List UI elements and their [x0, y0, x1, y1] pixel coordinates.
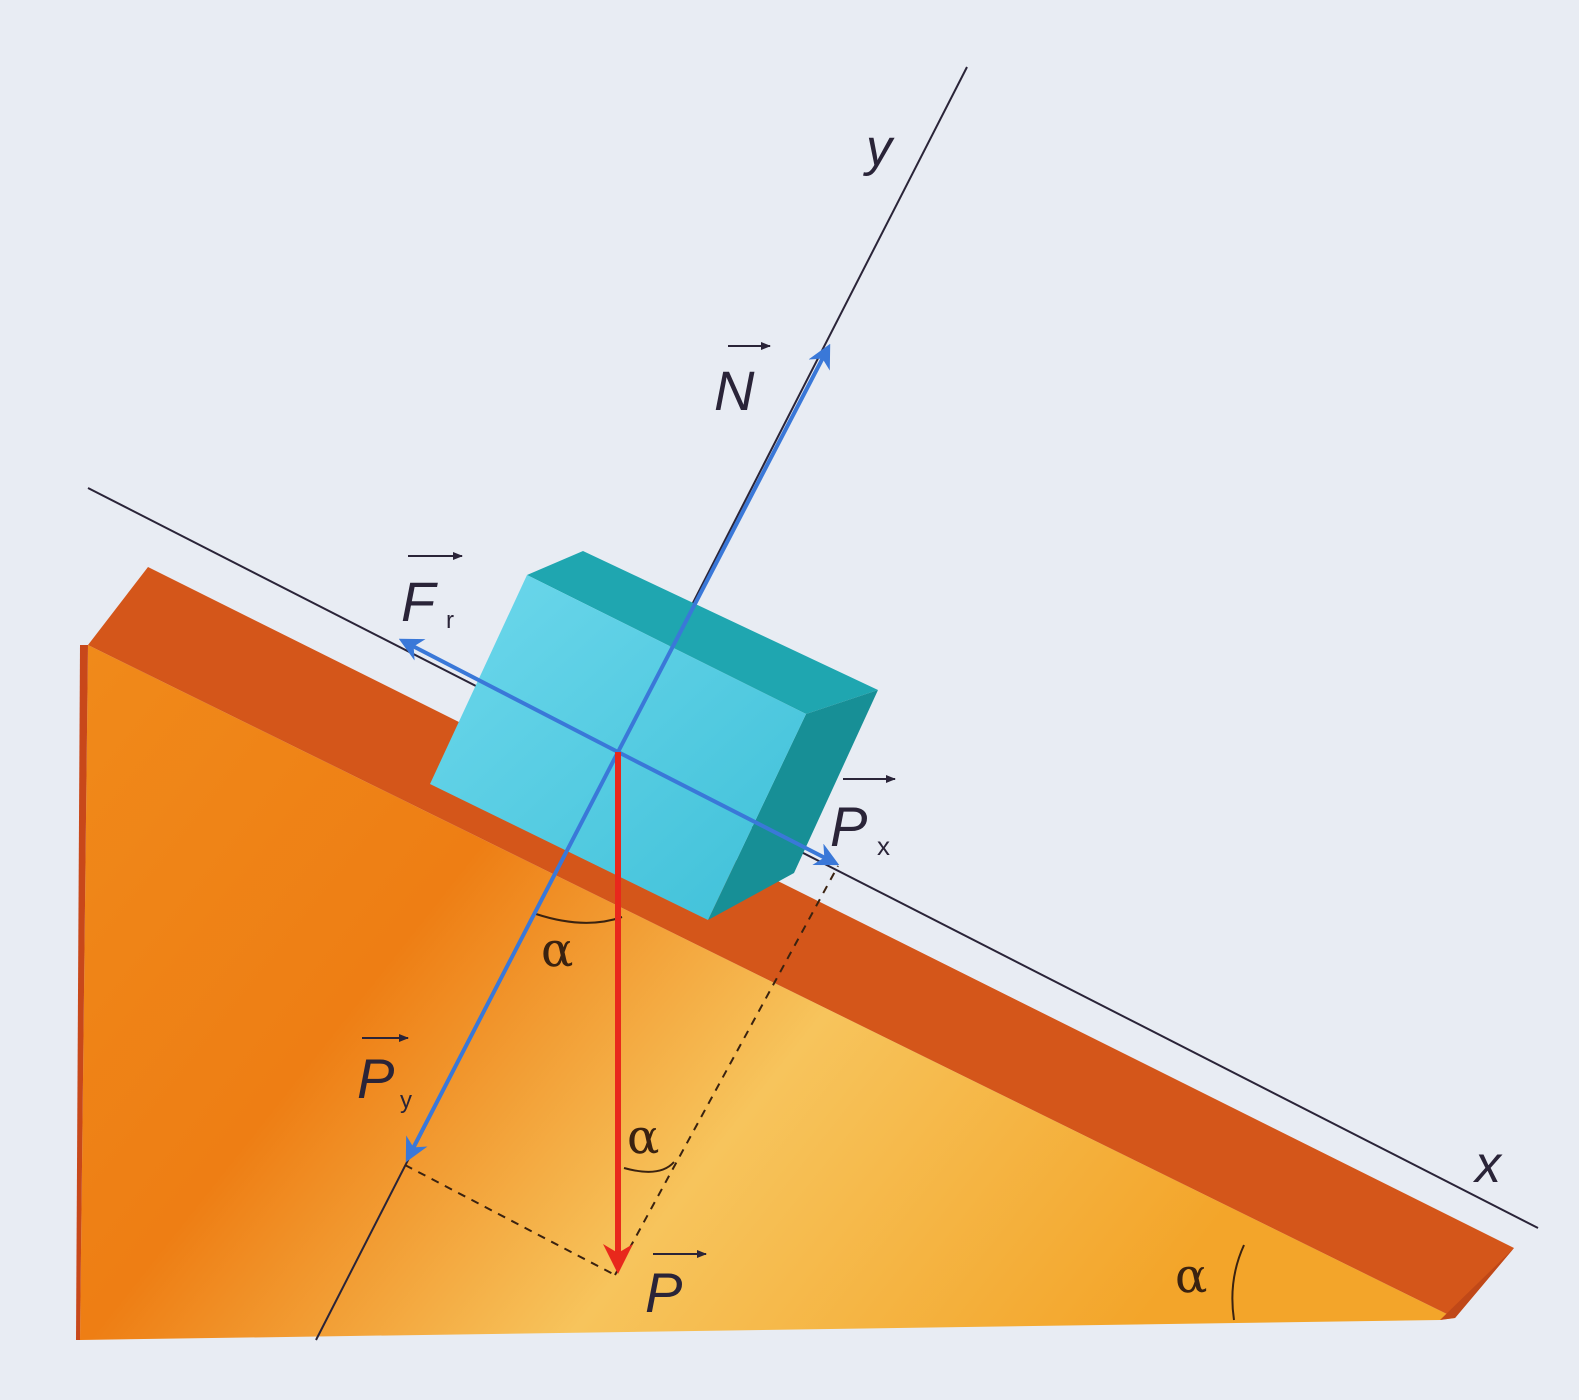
block-top-face	[527, 551, 878, 714]
weight-x-label: P	[830, 795, 867, 858]
normal-force-label: N	[714, 359, 755, 422]
component-construction-lines	[404, 865, 839, 1276]
vector-overbars	[362, 342, 896, 1258]
wedge-left-edge	[76, 645, 88, 1340]
weight-x-subscript: x	[877, 831, 890, 861]
angle-label-base: α	[1175, 1248, 1207, 1304]
weight-x-component-arrow	[617, 750, 840, 866]
weight-y-label: P	[357, 1047, 394, 1110]
wedge-front-face	[80, 645, 1455, 1340]
angle-arcs	[535, 913, 1245, 1321]
block	[430, 551, 878, 920]
friction-force-arrow	[398, 638, 619, 754]
weight-force-label: P	[645, 1261, 682, 1324]
x-axis-label: x	[1472, 1136, 1503, 1194]
block-side-face	[708, 690, 878, 920]
angle-label-at-block: α	[541, 922, 573, 978]
weight-y-subscript: y	[400, 1087, 412, 1114]
y-axis-label: y	[863, 119, 895, 177]
angle-label-middle: α	[627, 1109, 659, 1165]
normal-force-arrow	[616, 343, 831, 753]
block-front-face	[430, 575, 806, 920]
friction-force-label: F	[401, 570, 438, 633]
weight-y-component-arrow	[405, 751, 620, 1163]
friction-force-subscript: r	[446, 607, 454, 634]
wedge-right-end	[1440, 1248, 1514, 1320]
